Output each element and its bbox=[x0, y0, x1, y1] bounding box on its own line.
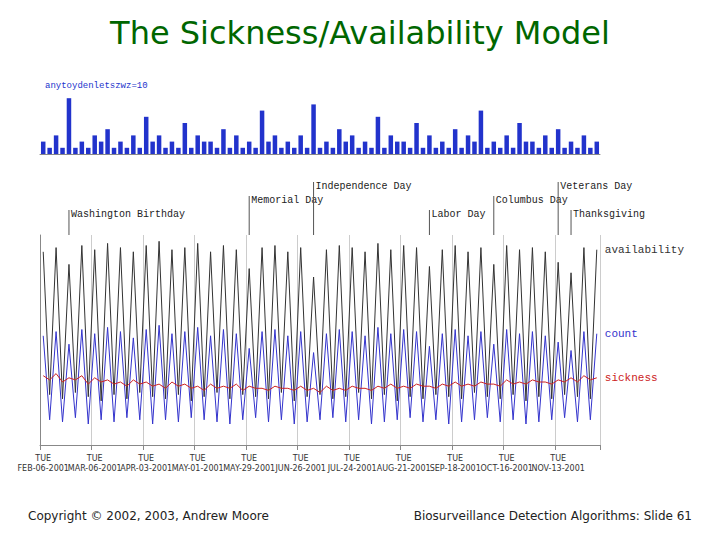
svg-text:anytoydenletszwz=10: anytoydenletszwz=10 bbox=[45, 81, 148, 91]
svg-text:JUN-26-2001: JUN-26-2001 bbox=[274, 464, 326, 473]
svg-text:count: count bbox=[605, 328, 638, 340]
svg-text:TUE: TUE bbox=[240, 454, 257, 463]
svg-text:FEB-06-2001: FEB-06-2001 bbox=[17, 464, 68, 473]
svg-text:Columbus Day: Columbus Day bbox=[496, 195, 568, 206]
svg-text:TUE: TUE bbox=[549, 454, 566, 463]
svg-text:MAY-01-2001: MAY-01-2001 bbox=[172, 464, 224, 473]
svg-text:TUE: TUE bbox=[446, 454, 463, 463]
svg-text:TUE: TUE bbox=[34, 454, 51, 463]
svg-text:Independence Day: Independence Day bbox=[316, 181, 412, 192]
svg-text:SEP-18-2001: SEP-18-2001 bbox=[430, 464, 481, 473]
svg-text:availability: availability bbox=[605, 244, 685, 256]
svg-text:Thanksgiving: Thanksgiving bbox=[573, 209, 645, 220]
svg-text:APR-03-2001: APR-03-2001 bbox=[120, 464, 172, 473]
svg-text:NOV-13-2001: NOV-13-2001 bbox=[531, 464, 584, 473]
svg-text:MAR-06-2001: MAR-06-2001 bbox=[68, 464, 122, 473]
svg-text:MAY-29-2001: MAY-29-2001 bbox=[223, 464, 275, 473]
svg-text:OCT-16-2001: OCT-16-2001 bbox=[480, 464, 532, 473]
svg-text:TUE: TUE bbox=[86, 454, 103, 463]
svg-text:TUE: TUE bbox=[292, 454, 309, 463]
svg-text:The Sickness/Availability Mode: The Sickness/Availability Model bbox=[109, 14, 610, 52]
svg-text:TUE: TUE bbox=[137, 454, 154, 463]
svg-text:sickness: sickness bbox=[605, 372, 658, 384]
svg-text:TUE: TUE bbox=[395, 454, 412, 463]
svg-text:Memorial Day: Memorial Day bbox=[251, 195, 323, 206]
svg-text:TUE: TUE bbox=[343, 454, 360, 463]
svg-text:Washington Birthday: Washington Birthday bbox=[71, 209, 185, 220]
svg-text:AUG-21-2001: AUG-21-2001 bbox=[377, 464, 431, 473]
svg-text:Copyright © 2002, 2003, Andrew: Copyright © 2002, 2003, Andrew Moore bbox=[28, 509, 269, 523]
svg-text:JUL-24-2001: JUL-24-2001 bbox=[327, 464, 377, 473]
svg-text:Biosurveillance Detection Algo: Biosurveillance Detection Algorithms: Sl… bbox=[414, 509, 692, 523]
svg-text:TUE: TUE bbox=[498, 454, 515, 463]
svg-text:TUE: TUE bbox=[189, 454, 206, 463]
svg-text:Veterans Day: Veterans Day bbox=[560, 181, 632, 192]
svg-text:Labor Day: Labor Day bbox=[431, 209, 485, 220]
